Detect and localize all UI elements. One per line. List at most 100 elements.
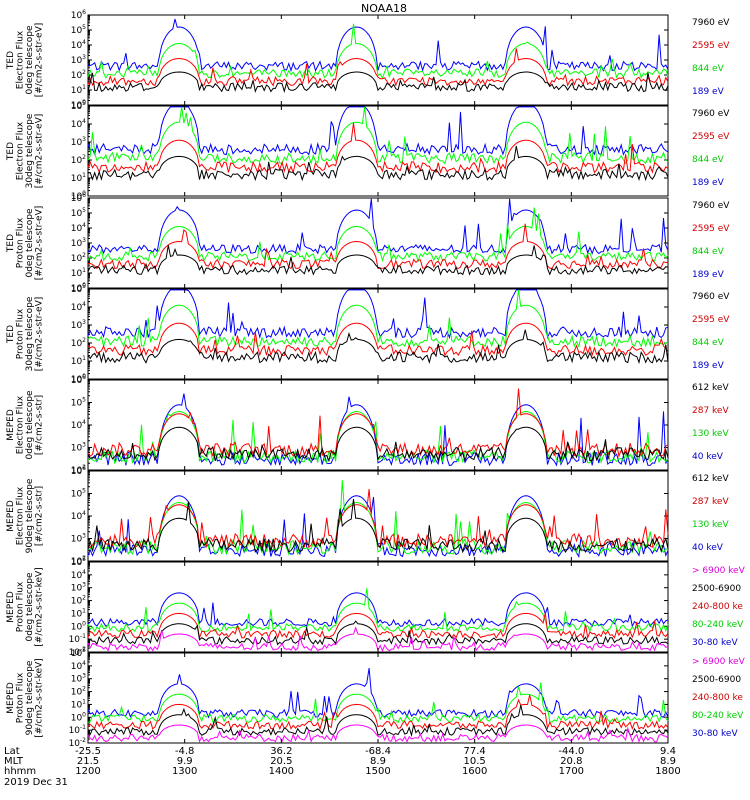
series-trace bbox=[87, 393, 669, 467]
y-axis-label-line: Proton Flux bbox=[16, 581, 26, 632]
series-trace bbox=[87, 694, 669, 731]
legend-entry: 2595 eV bbox=[692, 224, 730, 234]
y-axis-label-line: 30deg telescope bbox=[25, 113, 35, 188]
y-axis-label-line: Proton Flux bbox=[16, 672, 26, 723]
legend-entry: 40 keV bbox=[692, 543, 724, 553]
footer-hhmm-value: 1500 bbox=[365, 766, 390, 777]
legend-entry: 80-240 keV bbox=[692, 620, 744, 630]
legend-entry: 844 eV bbox=[692, 338, 725, 348]
y-tick-label: 102 bbox=[71, 252, 86, 264]
y-tick-label: 104 bbox=[71, 510, 86, 522]
y-tick-label: 103 bbox=[71, 533, 86, 545]
y-axis-label-line: MEPED bbox=[6, 409, 16, 441]
panel-frame bbox=[87, 561, 669, 653]
legend-entry: 7960 eV bbox=[692, 201, 730, 211]
series-trace bbox=[87, 668, 669, 719]
y-axis-label-line: TED bbox=[6, 142, 16, 161]
y-tick-label: 100 bbox=[71, 620, 86, 632]
legend-entry: 287 keV bbox=[692, 406, 729, 416]
series-trace bbox=[87, 207, 669, 263]
series-trace bbox=[87, 289, 669, 349]
footer-mlt-value: 10.5 bbox=[464, 756, 486, 767]
y-axis-label-line: Proton Flux bbox=[16, 217, 26, 268]
y-axis-label-line: [#/cm2-s-str-eV] bbox=[35, 206, 45, 281]
y-tick-label: 106 bbox=[71, 465, 86, 477]
y-axis-label-line: [#/cm2-s-str-keV] bbox=[35, 567, 45, 646]
y-axis-label: TEDProton Flux30deg telescope[#/cm2-s-st… bbox=[6, 296, 45, 371]
y-tick-label: 103 bbox=[71, 673, 86, 685]
y-tick-label: 101 bbox=[71, 355, 86, 367]
figure-title: NOAA18 bbox=[361, 2, 407, 15]
series-trace bbox=[87, 592, 669, 628]
legend-entry: 7960 eV bbox=[692, 109, 730, 119]
y-axis-label-line: 0deg telescope bbox=[25, 25, 35, 95]
legend-entry: 2595 eV bbox=[692, 315, 730, 325]
legend-entry: > 6900 keV bbox=[692, 657, 746, 667]
footer-label-lat: Lat bbox=[4, 746, 20, 757]
y-axis-label-line: MEPED bbox=[6, 591, 16, 623]
y-tick-label: 103 bbox=[71, 442, 86, 454]
y-tick-label: 104 bbox=[71, 39, 86, 51]
y-axis-label: MEPEDElectron Flux90deg telescope[#/cm2-… bbox=[6, 478, 45, 553]
y-axis-label: MEPEDProton Flux90deg telescope[#/cm2-s-… bbox=[6, 658, 45, 737]
y-axis-label-line: Electron Flux bbox=[16, 30, 26, 89]
y-axis-label-line: Electron Flux bbox=[16, 121, 26, 180]
legend-entry: 7960 eV bbox=[692, 18, 730, 28]
y-tick-label: 104 bbox=[71, 419, 86, 431]
footer-hhmm-value: 1800 bbox=[655, 766, 680, 777]
y-tick-label: 102 bbox=[71, 595, 86, 607]
series-trace bbox=[87, 71, 669, 94]
y-tick-label: 105 bbox=[71, 24, 86, 36]
legend-entry: 287 keV bbox=[692, 497, 729, 507]
y-axis-label-line: Proton Flux bbox=[16, 308, 26, 359]
panel-frame bbox=[87, 197, 669, 289]
y-axis-label-line: Electron Flux bbox=[16, 395, 26, 454]
series-trace bbox=[88, 198, 669, 255]
y-tick-label: 105 bbox=[71, 207, 86, 219]
legend-entry: 844 eV bbox=[692, 155, 725, 165]
legend-entry: 189 eV bbox=[692, 87, 725, 97]
footer-lat-value: -44.0 bbox=[558, 746, 584, 757]
series-trace bbox=[87, 122, 669, 175]
footer-hhmm-value: 1600 bbox=[462, 766, 487, 777]
y-tick-label: 102 bbox=[71, 337, 86, 349]
legend-entry: 2595 eV bbox=[692, 41, 730, 51]
panel-frame bbox=[87, 652, 669, 744]
footer-mlt-value: 9.9 bbox=[177, 756, 193, 767]
legend-entry: 30-80 keV bbox=[692, 638, 738, 648]
series-trace bbox=[87, 322, 669, 357]
series-trace bbox=[87, 626, 669, 652]
legend-entry: 240-800 ke bbox=[692, 693, 743, 703]
y-tick-label: 106 bbox=[71, 9, 86, 21]
y-tick-label: 101 bbox=[71, 172, 86, 184]
panel-frame bbox=[87, 14, 669, 106]
legend-entry: 2595 eV bbox=[692, 132, 730, 142]
legend-entry: 189 eV bbox=[692, 178, 725, 188]
y-tick-label: 105 bbox=[71, 397, 86, 409]
panel-frame bbox=[87, 288, 669, 380]
series-trace bbox=[87, 388, 669, 458]
y-axis-label-line: TED bbox=[6, 234, 16, 253]
footer-lat-value: 36.2 bbox=[270, 746, 292, 757]
y-tick-label: 104 bbox=[71, 569, 86, 581]
series-trace bbox=[87, 48, 669, 87]
legend-entry: 189 eV bbox=[692, 270, 725, 280]
y-tick-label: 105 bbox=[71, 488, 86, 500]
y-axis-label-line: 30deg telescope bbox=[25, 296, 35, 371]
legend-entry: 80-240 keV bbox=[692, 711, 744, 721]
legend-entry: 240-800 ke bbox=[692, 602, 743, 612]
series-trace bbox=[87, 223, 669, 270]
y-tick-label: 104 bbox=[71, 118, 86, 130]
y-tick-label: 103 bbox=[71, 54, 86, 66]
y-axis-label-line: [#/cm2-s-str-eV] bbox=[35, 23, 45, 98]
series-trace bbox=[87, 18, 669, 73]
legend-entry: 7960 eV bbox=[692, 292, 730, 302]
legend-entry: 30-80 keV bbox=[692, 729, 738, 739]
legend-entry: 130 keV bbox=[692, 520, 729, 530]
y-tick-label: 102 bbox=[71, 69, 86, 81]
series-trace bbox=[87, 498, 669, 554]
y-tick-label: 10-1 bbox=[69, 633, 87, 645]
series-trace bbox=[87, 106, 669, 156]
